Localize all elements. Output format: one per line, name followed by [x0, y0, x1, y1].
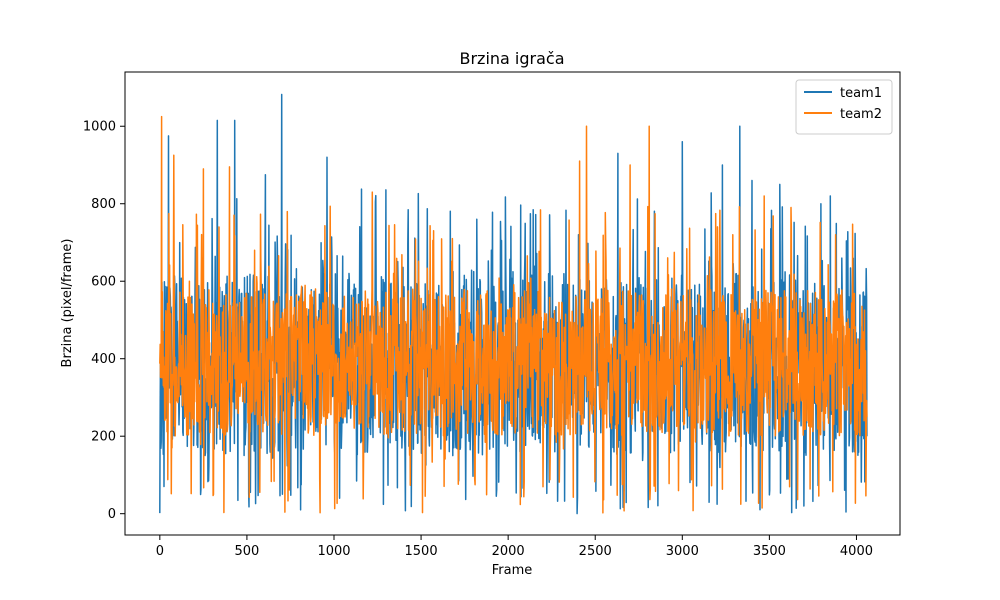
y-axis-label: Brzina (pixel/frame) — [60, 239, 75, 368]
y-tick-label: 200 — [91, 430, 116, 445]
legend: team1 team2 — [795, 79, 893, 135]
x-tick-label: 1000 — [317, 544, 350, 559]
chart-title: Brzina igrača — [459, 49, 564, 68]
legend-label-team1: team1 — [840, 86, 882, 101]
x-tick-label: 500 — [234, 544, 259, 559]
x-tick-label: 3500 — [753, 544, 786, 559]
plot-frame — [124, 71, 901, 536]
y-tick-label: 1000 — [83, 120, 116, 135]
x-tick-label: 2500 — [579, 544, 612, 559]
y-axis: 0 200 400 600 800 1000 — [83, 120, 125, 522]
y-tick-label: 400 — [91, 352, 116, 367]
y-tick-label: 0 — [108, 507, 116, 522]
x-tick-label: 3000 — [666, 544, 699, 559]
series-line-team2 — [159, 115, 868, 514]
y-tick-label: 600 — [91, 275, 116, 290]
x-tick-label: 2000 — [492, 544, 525, 559]
x-axis: 0 500 1000 1500 2000 2500 3000 3500 4000 — [156, 535, 873, 559]
x-axis-label: Frame — [492, 563, 533, 578]
plot-lines — [159, 93, 868, 515]
x-tick-label: 0 — [156, 544, 164, 559]
x-tick-label: 1500 — [405, 544, 438, 559]
legend-label-team2: team2 — [840, 107, 882, 122]
y-tick-label: 800 — [91, 197, 116, 212]
legend-box — [795, 79, 893, 135]
x-tick-label: 4000 — [840, 544, 873, 559]
